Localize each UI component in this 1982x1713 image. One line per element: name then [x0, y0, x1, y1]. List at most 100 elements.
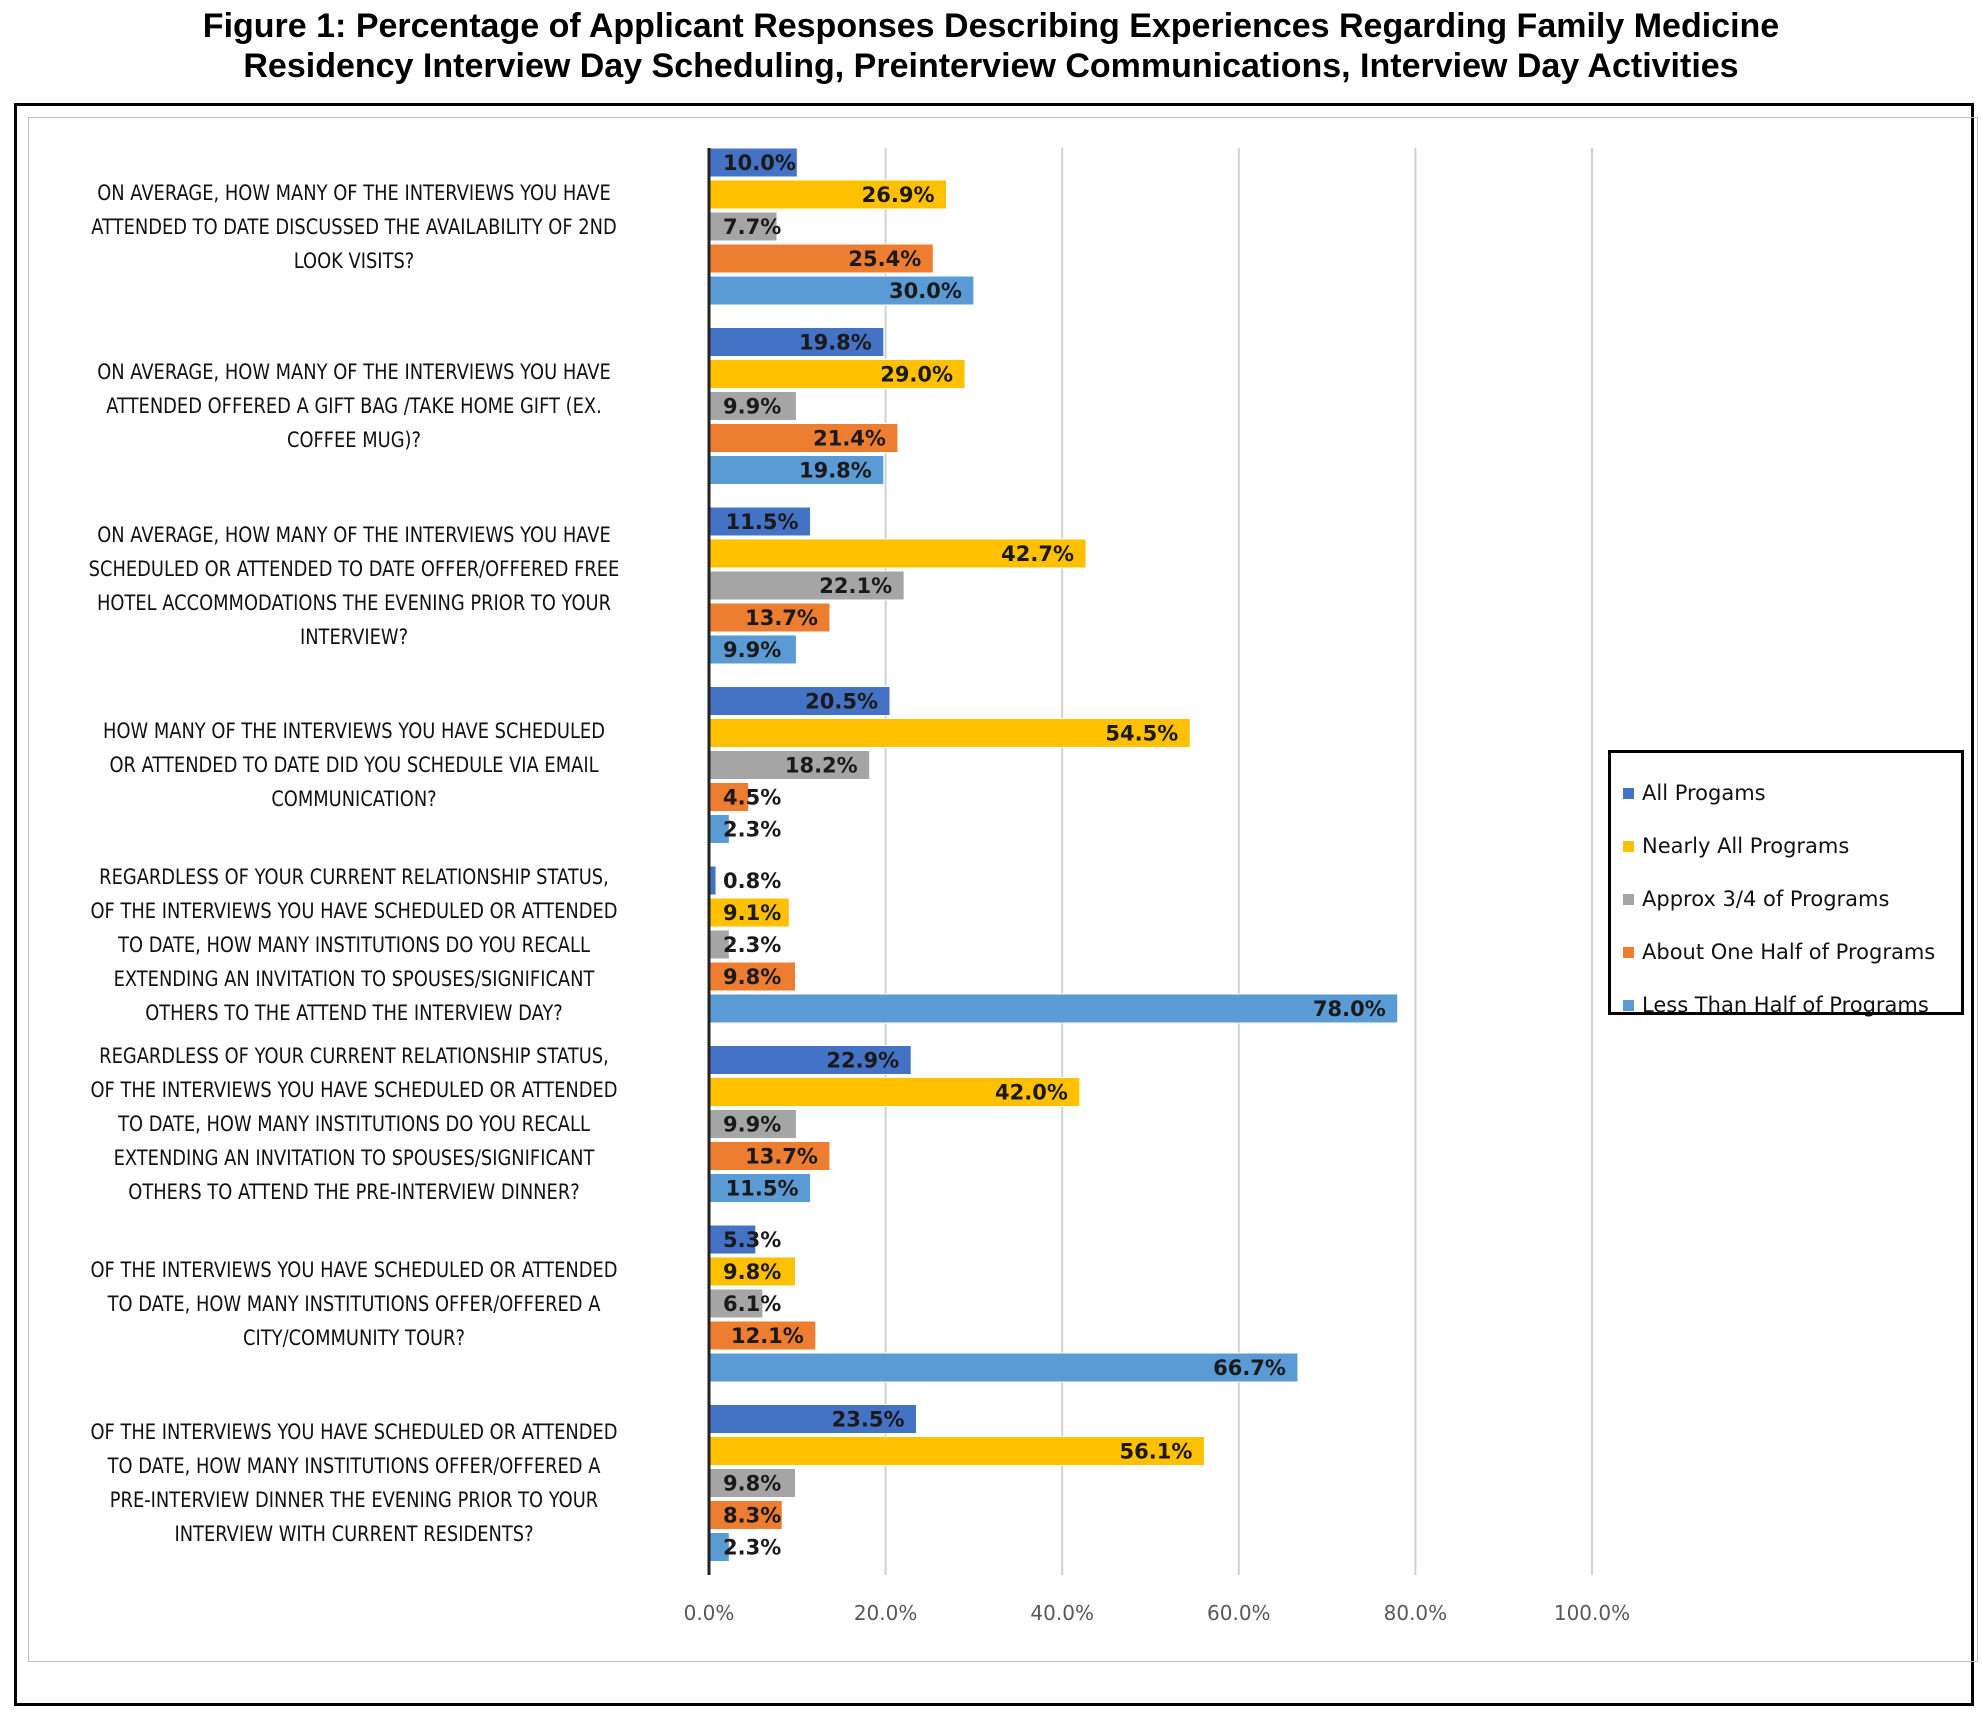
category-label: ON AVERAGE, HOW MANY OF THE INTERVIEWS Y… — [74, 355, 635, 457]
category-label-line: TO DATE, HOW MANY INSTITUTIONS OFFER/OFF… — [107, 1291, 601, 1316]
category-label-line: OF THE INTERVIEWS YOU HAVE SCHEDULED OR … — [90, 1420, 618, 1444]
category-label-line: CITY/COMMUNITY TOUR? — [243, 1325, 465, 1350]
data-label: 42.0% — [995, 1081, 1068, 1105]
category-label-line: OR ATTENDED TO DATE DID YOU SCHEDULE VIA… — [109, 753, 599, 777]
category-label-line: HOTEL ACCOMMODATIONS THE EVENING PRIOR T… — [97, 590, 611, 615]
data-label: 29.0% — [880, 363, 953, 387]
category-label-line: HOW MANY OF THE INTERVIEWS YOU HAVE SCHE… — [103, 719, 605, 743]
bar — [708, 243, 934, 274]
x-tick-label: 20.0% — [854, 1601, 918, 1625]
bar — [708, 1436, 1205, 1466]
legend-label-nearly-all-programs: Nearly All Programs — [1642, 834, 1850, 858]
bar — [708, 602, 831, 633]
category-label-line: REGARDLESS OF YOUR CURRENT RELATIONSHIP … — [99, 1044, 609, 1068]
x-tick-label: 100.0% — [1554, 1601, 1630, 1625]
data-label: 26.9% — [862, 183, 935, 207]
category-label-line: ATTENDED OFFERED A GIFT BAG /TAKE HOME G… — [106, 394, 602, 418]
data-label: 5.3% — [723, 1228, 781, 1252]
legend-swatch-nearly-all-programs — [1623, 840, 1634, 852]
category-label-line: REGARDLESS OF YOUR CURRENT RELATIONSHIP … — [99, 864, 609, 889]
data-label: 2.3% — [723, 933, 781, 957]
figure-title-line-2: Residency Interview Day Scheduling, Prei… — [243, 47, 1739, 85]
legend-swatch-approx-three-quarters — [1623, 893, 1634, 905]
data-label: 22.9% — [826, 1049, 899, 1073]
legend-label-less-than-half: Less Than Half of Programs — [1642, 993, 1929, 1017]
data-label: 13.7% — [745, 606, 818, 630]
data-label: 9.8% — [723, 1472, 781, 1496]
category-label-line: TO DATE, HOW MANY INSTITUTIONS DO YOU RE… — [118, 1112, 590, 1136]
legend-item-approx-three-quarters: Approx 3/4 of Programs — [1623, 884, 1889, 914]
data-label: 11.5% — [726, 510, 799, 534]
data-label: 9.8% — [723, 965, 781, 989]
data-label: 11.5% — [726, 1177, 799, 1201]
bar — [708, 750, 871, 780]
x-tick-label: 80.0% — [1384, 1601, 1448, 1625]
data-label: 7.7% — [723, 215, 781, 239]
bar — [708, 1256, 797, 1287]
category-label-line: ON AVERAGE, HOW MANY OF THE INTERVIEWS Y… — [97, 522, 611, 547]
figure-frame — [14, 103, 1974, 1706]
bar — [708, 897, 790, 928]
category-label-line: INTERVIEW WITH CURRENT RESIDENTS? — [174, 1522, 534, 1546]
data-label: 23.5% — [832, 1408, 905, 1432]
data-label: 9.1% — [723, 901, 781, 925]
bar — [708, 782, 750, 812]
bar — [708, 993, 1399, 1024]
chart-area-frame — [28, 117, 1978, 1662]
data-label: 12.1% — [731, 1324, 804, 1348]
bar — [708, 1224, 757, 1255]
bar — [708, 634, 797, 665]
figure-title-line-1: Figure 1: Percentage of Applicant Respon… — [202, 7, 1780, 45]
data-label: 13.7% — [745, 1145, 818, 1169]
data-label: 21.4% — [813, 427, 886, 451]
legend-item-all-programs: All Progams — [1623, 778, 1766, 808]
x-tick-label: 40.0% — [1030, 1601, 1094, 1625]
data-label: 66.7% — [1213, 1356, 1286, 1380]
legend-item-nearly-all-programs: Nearly All Programs — [1623, 831, 1849, 861]
bar — [708, 327, 885, 357]
data-label: 10.0% — [723, 151, 796, 175]
category-label-line: ON AVERAGE, HOW MANY OF THE INTERVIEWS Y… — [97, 180, 611, 205]
category-label-line: COFFEE MUG)? — [286, 428, 422, 452]
data-label: 19.8% — [799, 331, 872, 355]
legend-label-about-one-half: About One Half of Programs — [1642, 940, 1936, 964]
bar — [708, 1468, 797, 1498]
data-label: 25.4% — [848, 247, 921, 271]
data-label: 9.9% — [723, 1113, 781, 1137]
bar — [708, 179, 948, 210]
bar — [708, 961, 797, 992]
data-label: 2.3% — [723, 1536, 781, 1560]
data-label: 4.5% — [723, 786, 781, 810]
data-label: 54.5% — [1105, 722, 1178, 746]
x-tick-label: 60.0% — [1207, 1601, 1271, 1625]
legend-item-about-one-half: About One Half of Programs — [1623, 937, 1935, 967]
data-label: 8.3% — [723, 1504, 781, 1528]
bar — [708, 1077, 1081, 1107]
bar — [708, 718, 1191, 748]
category-label-line: INTERVIEW? — [299, 624, 409, 649]
bar — [708, 686, 891, 716]
data-label: 56.1% — [1120, 1440, 1193, 1464]
bar — [708, 1141, 831, 1171]
category-label-line: OF THE INTERVIEWS YOU HAVE SCHEDULED OR … — [90, 898, 618, 923]
category-label: REGARDLESS OF YOUR CURRENT RELATIONSHIP … — [74, 1039, 635, 1209]
bar — [708, 538, 1087, 569]
data-label: 9.8% — [723, 1260, 781, 1284]
category-label-line: EXTENDING AN INVITATION TO SPOUSES/SIGNI… — [113, 966, 595, 991]
category-label-line: ATTENDED TO DATE DISCUSSED THE AVAILABIL… — [91, 214, 617, 239]
figure-title: Figure 1: Percentage of Applicant Respon… — [0, 6, 1982, 86]
data-label: 20.5% — [805, 690, 878, 714]
bar — [708, 1045, 912, 1075]
data-label: 42.7% — [1001, 542, 1074, 566]
category-label: ON AVERAGE, HOW MANY OF THE INTERVIEWS Y… — [74, 518, 635, 654]
legend-item-less-than-half: Less Than Half of Programs — [1623, 990, 1929, 1020]
data-label: 0.8% — [723, 869, 781, 893]
category-label-line: OF THE INTERVIEWS YOU HAVE SCHEDULED OR … — [90, 1257, 618, 1282]
category-label: OF THE INTERVIEWS YOU HAVE SCHEDULED OR … — [74, 1253, 635, 1355]
chart-legend: All Progams Nearly All Programs Approx 3… — [1608, 750, 1964, 1017]
legend-label-approx-three-quarters: Approx 3/4 of Programs — [1642, 887, 1890, 911]
bar — [708, 1288, 764, 1319]
category-label-line: TO DATE, HOW MANY INSTITUTIONS OFFER/OFF… — [107, 1454, 601, 1478]
category-label: HOW MANY OF THE INTERVIEWS YOU HAVE SCHE… — [74, 714, 635, 816]
